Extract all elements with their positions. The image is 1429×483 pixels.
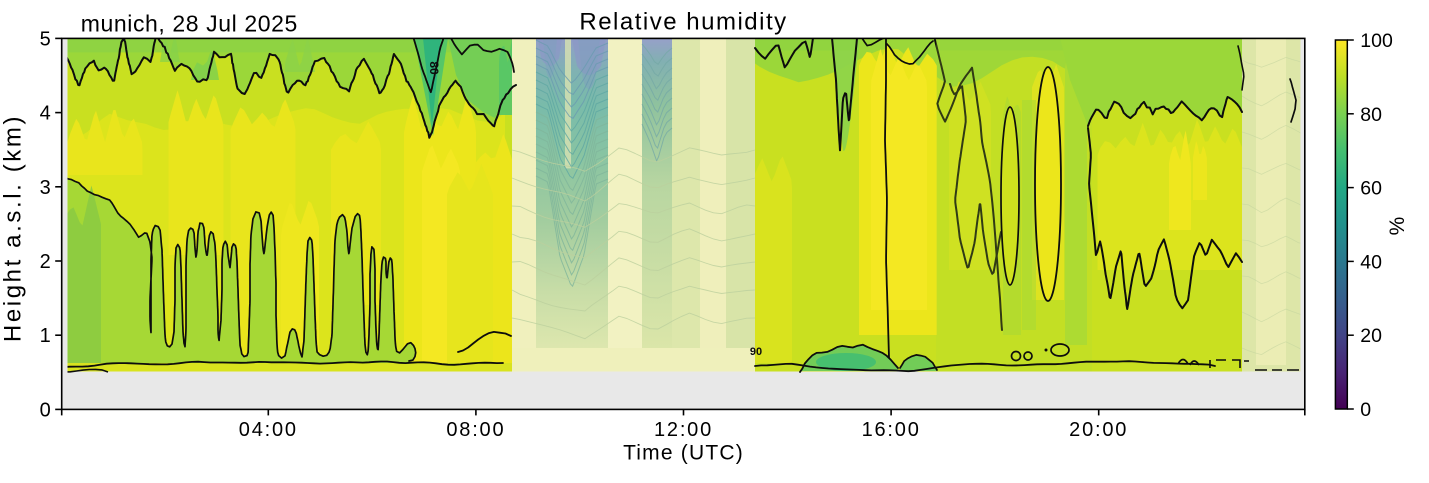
svg-text:08:00: 08:00 <box>446 419 505 441</box>
svg-text:Time (UTC): Time (UTC) <box>623 442 744 465</box>
svg-text:2: 2 <box>40 251 51 273</box>
svg-text:5: 5 <box>40 28 51 50</box>
svg-text:80: 80 <box>427 61 441 75</box>
svg-text:20:00: 20:00 <box>1069 419 1128 441</box>
svg-text:1: 1 <box>40 325 51 347</box>
svg-text:20: 20 <box>1360 325 1382 347</box>
svg-text:12:00: 12:00 <box>654 419 713 441</box>
svg-text:40: 40 <box>1360 251 1382 273</box>
svg-text:Height a.s.l. (km): Height a.s.l. (km) <box>0 114 27 342</box>
svg-text:munich, 28 Jul 2025: munich, 28 Jul 2025 <box>81 11 298 37</box>
svg-text:0: 0 <box>1360 399 1371 421</box>
svg-text:60: 60 <box>1360 178 1382 200</box>
svg-text:80: 80 <box>1360 104 1382 126</box>
svg-text:3: 3 <box>40 177 51 199</box>
svg-text:%: % <box>1386 217 1409 236</box>
svg-text:04:00: 04:00 <box>239 419 298 441</box>
svg-text:100: 100 <box>1360 30 1393 52</box>
svg-text:4: 4 <box>40 103 51 125</box>
svg-text:90: 90 <box>750 346 762 358</box>
svg-text:16:00: 16:00 <box>862 419 921 441</box>
svg-text:Relative humidity: Relative humidity <box>579 9 787 36</box>
svg-text:0: 0 <box>40 399 51 421</box>
